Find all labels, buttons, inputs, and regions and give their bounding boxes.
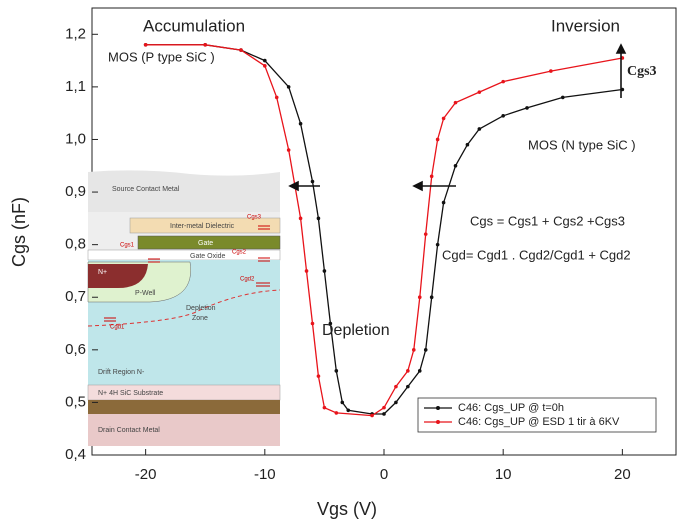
inset-label: Gate [198, 240, 213, 247]
point [334, 369, 339, 373]
legend-swatch [436, 406, 440, 410]
inset-label: N+ 4H SiC Substrate [98, 390, 163, 397]
point [310, 179, 315, 184]
point [322, 269, 327, 273]
x-axis-label: Vgs (V) [317, 499, 377, 519]
annotation: Inversion [551, 16, 620, 35]
point [394, 384, 398, 389]
inset-label: Drift Region N- [98, 369, 145, 376]
point [298, 216, 303, 221]
point [346, 408, 351, 413]
x-tick-label: -20 [135, 466, 157, 483]
inset-label: Cgd1 [110, 325, 125, 331]
point [370, 413, 374, 418]
point [501, 79, 505, 84]
y-tick-label: 0,9 [65, 183, 86, 200]
y-tick-label: 0,7 [65, 288, 86, 305]
point [263, 58, 267, 63]
point [406, 369, 410, 373]
point [435, 137, 440, 142]
y-tick-label: 1,2 [65, 25, 86, 42]
x-tick-label: 0 [380, 466, 388, 483]
point [382, 412, 386, 416]
point [453, 100, 458, 105]
point [298, 121, 303, 126]
point [560, 95, 565, 100]
annotation: Cgs3 [627, 64, 657, 79]
inset-label: Source Contact Metal [112, 186, 180, 193]
point [501, 114, 505, 118]
inset-label: Cgs3 [247, 215, 262, 221]
point [453, 163, 458, 168]
inset-label: Gate Oxide [190, 253, 226, 260]
point [394, 400, 398, 405]
point [310, 321, 315, 326]
point [435, 242, 440, 247]
annotation: Accumulation [143, 16, 245, 35]
inset-label: P-Well [135, 290, 156, 297]
arrows [288, 43, 627, 192]
x-tick-label: -10 [254, 466, 276, 483]
point [441, 116, 446, 121]
annotation: MOS (P type SiC ) [108, 49, 215, 64]
point [316, 374, 321, 378]
y-axis-label: Cgs (nF) [9, 197, 29, 267]
inset-label: Depletion [186, 305, 216, 312]
point [423, 232, 428, 236]
legend-label: C46: Cgs_UP @ ESD 1 tir à 6KV [458, 416, 620, 428]
annotation: MOS (N type SiC ) [528, 137, 636, 152]
x-tick-label: 10 [495, 466, 512, 483]
annotation: Depletion [322, 322, 390, 339]
y-tick-label: 0,5 [65, 393, 86, 410]
point [417, 369, 422, 373]
point [286, 85, 291, 89]
point [423, 348, 428, 352]
point [334, 411, 339, 415]
point [286, 148, 291, 152]
inset-label: Drain Contact Metal [98, 427, 160, 434]
inset-label: N+ [98, 269, 107, 276]
point [525, 106, 529, 110]
point [239, 48, 243, 52]
annotation: Cgs = Cgs1 + Cgs2 +Cgs3 [470, 213, 625, 228]
point [477, 127, 482, 131]
point [322, 405, 327, 410]
point [441, 200, 446, 205]
y-tick-label: 0,8 [65, 236, 86, 253]
point [328, 321, 333, 326]
inset-label: Zone [192, 315, 208, 322]
point [429, 295, 434, 300]
legend-label: C46: Cgs_UP @ t=0h [458, 402, 564, 414]
inset-label: Cgd2 [240, 277, 255, 283]
point [340, 400, 345, 405]
inset-label: Cgs2 [232, 250, 247, 256]
point [406, 384, 410, 389]
point [411, 348, 416, 352]
y-tick-label: 1,1 [65, 78, 86, 95]
annotation: Cgd= Cgd1 . Cgd2/Cgd1 + Cgd2 [442, 247, 631, 262]
point [203, 43, 208, 47]
legend-swatch [436, 420, 440, 424]
point [382, 405, 386, 410]
legend: C46: Cgs_UP @ t=0h C46: Cgs_UP @ ESD 1 ti… [417, 397, 657, 433]
y-tick-label: 0,4 [65, 446, 86, 463]
point [263, 64, 267, 68]
point [417, 295, 422, 300]
point [316, 216, 321, 221]
point [465, 142, 470, 147]
inset-diagram: Source Contact Metal Inter-metal Dielect… [87, 170, 281, 446]
point [429, 174, 434, 179]
y-tick-label: 0,6 [65, 341, 86, 358]
inset-label: Cgs1 [120, 243, 135, 249]
point [549, 69, 553, 73]
plot-area [143, 43, 625, 418]
y-tick-label: 1,0 [65, 130, 86, 147]
point [274, 95, 279, 100]
point [477, 90, 482, 94]
x-tick-label: 20 [614, 466, 631, 483]
point [304, 269, 309, 273]
point [143, 43, 148, 47]
inset-label: Inter-metal Dielectric [170, 223, 235, 230]
